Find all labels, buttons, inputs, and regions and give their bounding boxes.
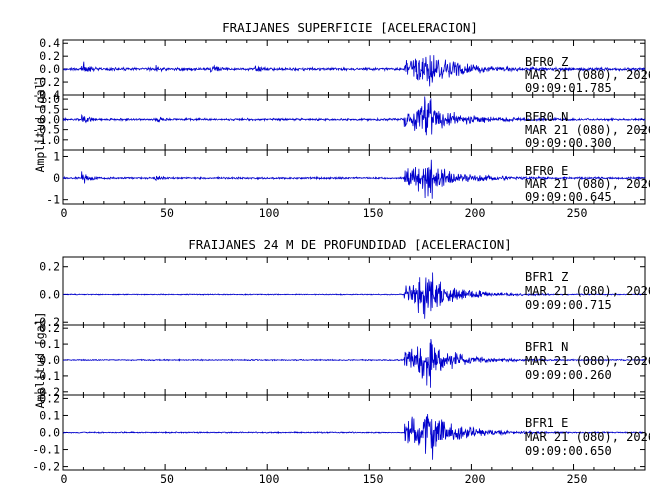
y-tick-label: -0.1 [32,443,60,457]
seismic-trace [62,159,646,199]
event-date: MAR 21 (080), 2026 [525,68,650,82]
event-time: 09:09:00.715 [525,298,612,312]
y-tick-label: 0.0 [39,287,60,301]
x-tick-label: 100 [259,206,280,220]
x-tick-label: 250 [567,206,588,220]
chart-title-depth: FRAIJANES 24 M DE PROFUNDIDAD [ACELERACI… [188,237,512,252]
y-tick-label: 0.2 [39,49,60,63]
event-date: MAR 21 (080), 2026 [525,284,650,298]
y-axis-label-surface: Amplitud [gal] [33,76,47,173]
seismic-trace [62,413,646,460]
x-tick-label: 100 [259,472,280,486]
y-ticks: 1.00.50.0-0.5-1.0 [32,92,645,147]
y-tick-label: 0.0 [39,62,60,76]
y-ticks: 0.2 0.0 -0.2 [32,260,645,329]
y-tick-label: 0.2 [39,260,60,274]
y-tick-label: 0 [53,171,60,185]
y-tick-label: 0.4 [39,36,60,50]
x-tick-label: 0 [61,206,68,220]
x-tick-label: 250 [567,472,588,486]
station-label: BFR1 E [525,416,568,430]
event-time: 09:09:00.300 [525,136,612,150]
y-tick-label: 0.0 [39,112,60,126]
chart-group-depth: FRAIJANES 24 M DE PROFUNDIDAD [ACELERACI… [32,237,650,486]
panel-bfr1-e: 0.2 0.1 0.0 -0.1 -0.2 BFR1 E MAR 21 (080), 2… [32,391,650,473]
y-tick-label: 0.0 [39,426,60,440]
seismic-trace [62,338,646,388]
event-date: MAR 21 (080), 2026 [525,123,650,137]
event-date: MAR 21 (080), 2026 [525,354,650,368]
y-tick-label: -0.2 [32,385,60,399]
x-tick-label: 200 [465,472,486,486]
y-tick-label: -0.2 [32,75,60,89]
x-tick-label: 200 [465,206,486,220]
x-axis-labels-surface: 0 50 100 150 200 250 [61,206,588,220]
station-label: BFR1 N [525,340,568,354]
panel-bfr1-n: 0.2 0.1 0.0 -0.1 -0.2 BFR1 N MAR 21 (080), 2… [32,321,650,399]
panel-bfr0-e: 1 0 -1 BFR0 E MAR 21 (080), 2026 09:09:00.… [46,149,650,206]
chart-title-surface: FRAIJANES SUPERFICIE [ACELERACION] [222,20,478,35]
y-tick-label: 0.2 [39,391,60,405]
event-time: 09:09:00.650 [525,444,612,458]
y-tick-label: 0.2 [39,321,60,335]
y-ticks: 0.40.20.0-0.2-0.4 [32,36,645,102]
x-tick-marks [62,40,636,95]
panel-bfr0-z: 0.40.20.0-0.2-0.4 BFR0 Z MAR 21 (080), 2… [32,36,650,102]
panel-frame [62,149,646,205]
y-tick-label: -0.1 [32,369,60,383]
y-tick-label: 0.1 [39,337,60,351]
x-tick-label: 0 [61,472,68,486]
y-tick-label: 1 [53,149,60,163]
y-tick-label: 0.0 [39,353,60,367]
x-tick-label: 150 [363,472,384,486]
x-tick-marks [62,395,636,470]
event-date: MAR 21 (080), 2026 [525,177,650,191]
event-time: 09:09:00.645 [525,190,612,204]
y-tick-label: -1 [46,193,60,207]
y-tick-label: 0.5 [39,102,60,116]
panel-bfr0-n: 1.00.50.0-0.5-1.0 BFR0 N MAR 21 (080), 2… [32,92,650,151]
panel-bfr1-z: 0.2 0.0 -0.2 BFR1 Z MAR 21 (080), 2026 09:… [32,256,650,329]
y-tick-label: -0.5 [32,123,60,137]
y-ticks: 0.2 0.1 0.0 -0.1 -0.2 [32,321,645,399]
x-tick-label: 50 [160,206,174,220]
station-label: BFR0 N [525,110,568,124]
seismic-trace [62,96,646,136]
x-tick-label: 150 [363,206,384,220]
event-time: 09:09:01.785 [525,81,612,95]
y-tick-label: -1.0 [32,133,60,147]
seismic-trace [62,55,646,87]
y-axis-label-depth: Amplitud [gal] [33,312,47,409]
seismic-trace [62,272,646,319]
y-tick-label: 1.0 [39,92,60,106]
event-date: MAR 21 (080), 2026 [525,430,650,444]
station-label: BFR0 E [525,164,568,178]
y-ticks: 0.2 0.1 0.0 -0.1 -0.2 [32,391,645,474]
y-tick-label: 0.1 [39,408,60,422]
station-label: BFR1 Z [525,270,568,284]
y-tick-label: -0.4 [32,88,60,102]
x-tick-label: 50 [160,472,174,486]
y-tick-label: -0.2 [32,315,60,329]
event-time: 09:09:00.260 [525,368,612,382]
chart-group-surface: FRAIJANES SUPERFICIE [ACELERACION] Ampli… [32,20,650,220]
station-label: BFR0 Z [525,55,568,69]
x-axis-labels-depth: 0 50 100 150 200 250 [61,472,588,486]
x-tick-marks [62,150,636,204]
y-tick-label: -0.2 [32,460,60,474]
